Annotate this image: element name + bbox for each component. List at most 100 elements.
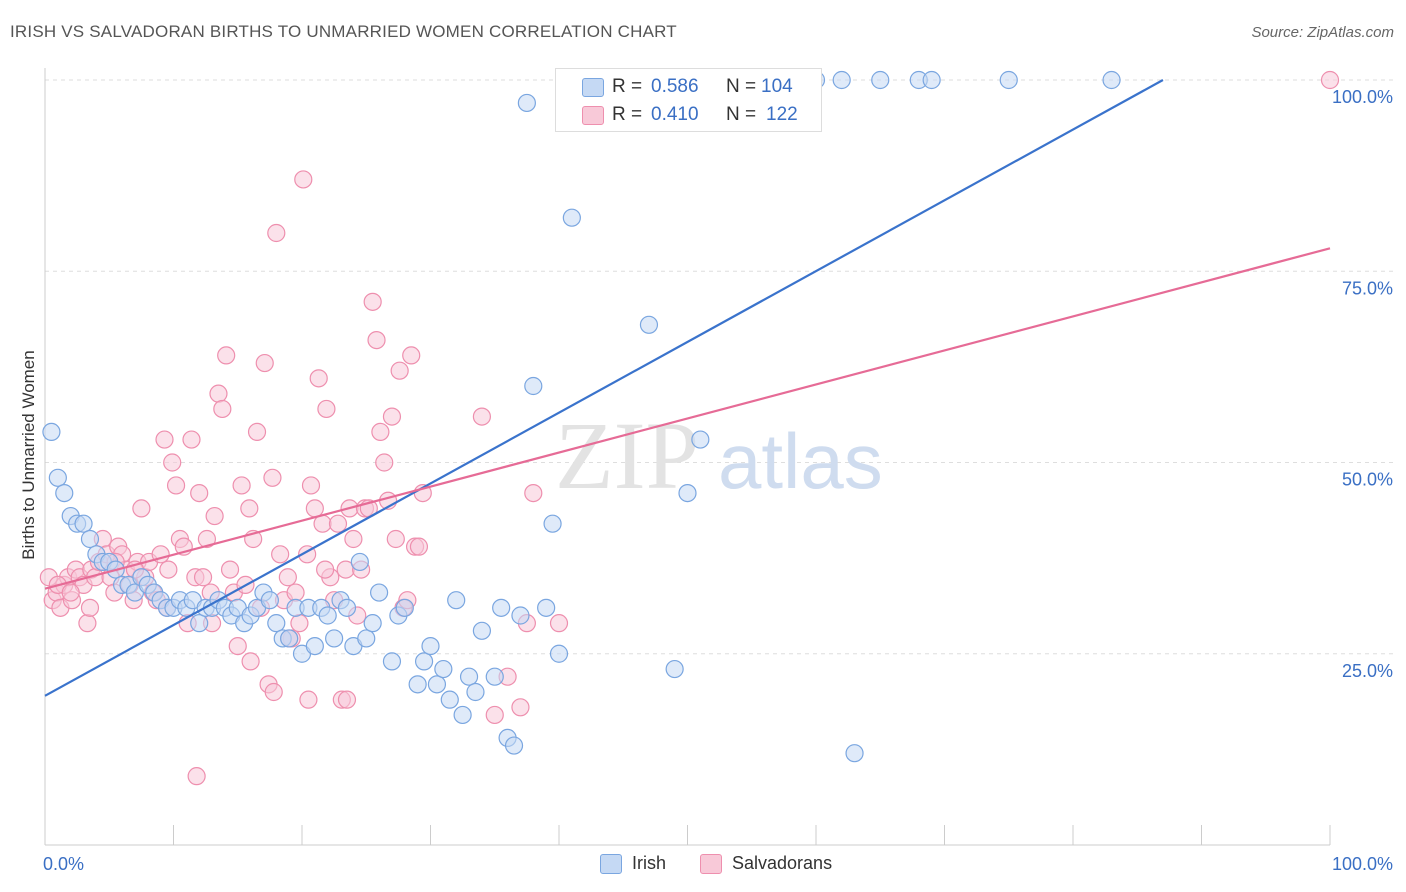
data-point-irish <box>427 675 447 694</box>
data-point-salvadorans <box>241 652 260 671</box>
data-point-salvadorans <box>263 468 282 487</box>
legend-irish[interactable]: Irish <box>600 850 666 876</box>
data-point-salvadorans <box>78 614 97 633</box>
data-point-irish <box>382 652 402 671</box>
n-value: 122 <box>766 104 798 125</box>
data-point-salvadorans <box>511 698 530 717</box>
legend-salvadorans-swatch <box>700 854 722 875</box>
data-point-salvadorans <box>166 476 186 495</box>
data-point-salvadorans <box>549 614 569 633</box>
data-point-irish <box>318 606 337 625</box>
data-point-irish <box>562 208 581 227</box>
data-point-irish <box>447 591 466 610</box>
r-value: 0.586 <box>651 76 699 97</box>
data-point-irish <box>453 705 472 725</box>
data-point-salvadorans <box>255 353 274 373</box>
data-point-salvadorans <box>209 384 228 403</box>
data-point-salvadorans <box>402 346 421 365</box>
data-point-irish <box>42 422 61 441</box>
r-label: R = <box>612 76 643 97</box>
data-point-salvadorans <box>187 767 206 786</box>
data-point-irish <box>190 614 209 633</box>
data-point-irish <box>1102 70 1121 90</box>
data-point-salvadorans <box>390 361 409 380</box>
data-point-irish <box>832 70 851 90</box>
grid-lines <box>45 79 1395 655</box>
data-point-salvadorans <box>367 331 386 350</box>
data-point-irish <box>440 690 459 709</box>
y-tick-label: 75.0% <box>1342 278 1393 298</box>
data-point-irish <box>922 70 941 90</box>
data-point-irish <box>511 606 530 625</box>
data-point-salvadorans <box>305 499 324 518</box>
data-point-salvadorans <box>163 453 182 472</box>
data-point-salvadorans <box>299 690 318 709</box>
data-point-irish <box>357 629 376 648</box>
n-label: N = <box>726 104 757 125</box>
data-point-salvadorans <box>363 292 382 311</box>
stats-row-salvadorans: R = 0.410 N = 122 <box>556 101 821 129</box>
data-point-salvadorans <box>286 583 305 602</box>
data-point-salvadorans <box>294 170 313 189</box>
data-point-salvadorans <box>247 422 267 441</box>
data-point-irish <box>337 598 357 617</box>
data-point-salvadorans <box>213 399 232 419</box>
data-point-irish <box>504 736 524 755</box>
chart-title: IRISH VS SALVADORAN BIRTHS TO UNMARRIED … <box>10 22 677 41</box>
data-point-irish <box>492 598 511 617</box>
data-point-salvadorans <box>182 430 201 449</box>
data-point-irish <box>74 514 93 533</box>
data-point-salvadorans <box>232 476 251 495</box>
data-point-irish <box>350 552 369 572</box>
data-point-irish <box>370 583 389 602</box>
data-point-salvadorans <box>337 690 357 709</box>
trend-lines <box>44 79 1331 697</box>
data-point-irish <box>845 744 864 763</box>
legend-salvadorans[interactable]: Salvadorans <box>700 850 832 876</box>
stats-row-irish: R = 0.586 N = 104 <box>556 73 821 101</box>
data-point-salvadorans <box>409 537 429 556</box>
data-point-irish <box>260 591 279 610</box>
data-point-salvadorans <box>220 560 240 579</box>
axes <box>44 68 1331 846</box>
n-label: N = <box>726 76 757 97</box>
stats-box: R = 0.586 N = 104 R = 0.410 N = 122 <box>555 68 822 132</box>
data-point-irish <box>871 70 890 90</box>
x-tick-label: 0.0% <box>43 854 84 874</box>
data-point-salvadorans <box>240 499 259 518</box>
data-point-irish <box>421 636 440 656</box>
r-value: 0.410 <box>651 104 699 125</box>
watermark-atlas: atlas <box>718 417 883 505</box>
data-point-irish <box>363 614 382 633</box>
y-tick-label: 100.0% <box>1332 87 1393 107</box>
y-tick-label: 50.0% <box>1342 470 1393 490</box>
salvadorans-swatch <box>582 106 604 125</box>
data-point-salvadorans <box>80 598 100 617</box>
data-point-salvadorans <box>344 529 363 549</box>
data-point-salvadorans <box>375 453 394 472</box>
data-point-irish <box>414 652 434 671</box>
data-point-irish <box>325 629 344 648</box>
x-tick-label: 100.0% <box>1332 854 1393 874</box>
data-point-salvadorans <box>524 484 543 503</box>
data-point-irish <box>517 93 536 113</box>
y-tick-label: 25.0% <box>1342 661 1393 681</box>
trend-line-irish <box>44 79 1164 697</box>
data-point-irish <box>665 659 684 679</box>
irish-swatch <box>582 78 604 97</box>
data-point-irish <box>395 598 414 617</box>
data-point-irish <box>305 636 324 656</box>
data-point-salvadorans <box>228 636 247 656</box>
data-point-salvadorans <box>190 484 209 503</box>
tick-labels: 25.0% 50.0% 75.0% 100.0% 0.0% 100.0% <box>43 87 1393 874</box>
data-point-irish <box>466 682 485 702</box>
data-point-irish <box>434 659 453 679</box>
data-point-irish <box>48 468 67 487</box>
data-point-salvadorans <box>301 476 321 495</box>
data-point-salvadorans <box>278 568 297 587</box>
data-point-salvadorans <box>290 614 309 633</box>
data-point-irish <box>459 667 479 686</box>
data-point-irish <box>280 629 299 648</box>
data-point-salvadorans <box>382 407 402 426</box>
